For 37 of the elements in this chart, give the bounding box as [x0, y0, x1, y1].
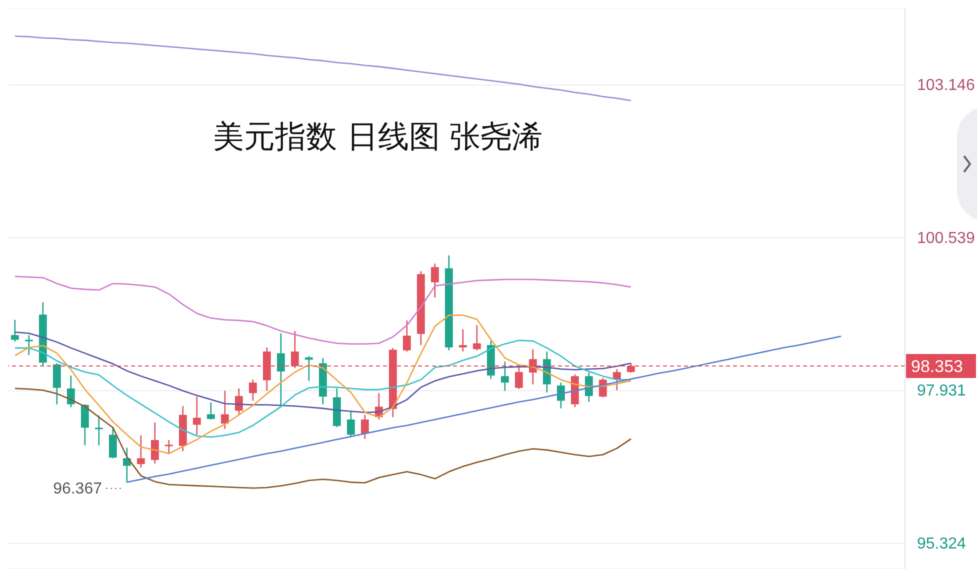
candlestick — [472, 324, 481, 351]
candlestick — [150, 422, 159, 464]
candlestick — [402, 320, 411, 352]
candlestick — [108, 426, 117, 459]
candlestick — [192, 396, 201, 436]
candlestick — [458, 328, 467, 352]
y-tick-label: 103.146 — [917, 77, 975, 94]
candlestick — [556, 382, 565, 410]
candlestick — [66, 374, 75, 408]
candlestick — [136, 434, 145, 468]
line-series — [126, 336, 842, 483]
ref-line-label: 98.353 — [911, 356, 963, 376]
candlestick — [346, 411, 355, 437]
candlestick — [220, 390, 229, 430]
line-series — [14, 340, 632, 438]
candlestick — [234, 388, 243, 415]
y-tick-label: 95.324 — [917, 536, 966, 553]
line-series — [14, 276, 632, 345]
line-series — [14, 35, 632, 102]
candlestick — [94, 414, 103, 446]
candlestick — [430, 262, 439, 298]
candlestick — [24, 334, 33, 356]
candlestick — [52, 362, 61, 405]
y-tick-label: 97.931 — [917, 382, 966, 400]
text: 美元指数 日线图 张尧浠 — [213, 118, 543, 157]
candlestick — [206, 402, 215, 420]
candlestick — [122, 447, 131, 484]
candlestick — [248, 379, 257, 402]
candlestick — [164, 439, 173, 454]
annotation: 96.367 — [53, 480, 102, 498]
candlestick — [500, 360, 509, 392]
y-tick-label: 100.539 — [917, 230, 975, 247]
candlestick — [612, 368, 621, 391]
candlestick — [10, 319, 19, 342]
candlestick — [80, 404, 89, 446]
candlestick — [276, 332, 285, 407]
candlestick — [360, 414, 369, 440]
